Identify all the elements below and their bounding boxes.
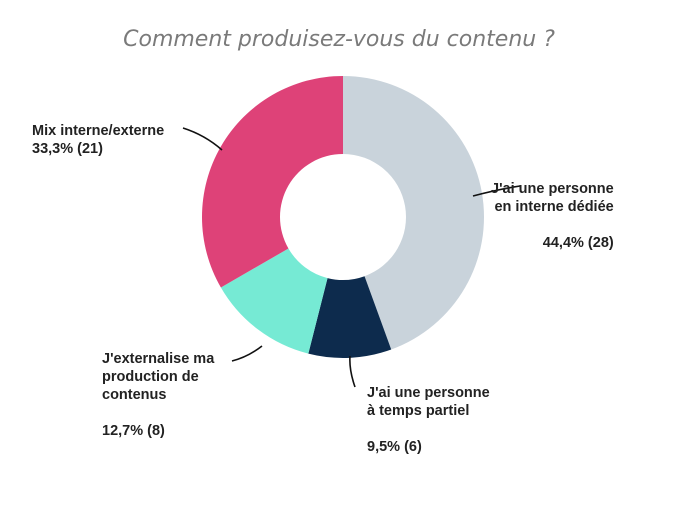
slice-label-line: Mix interne/externe bbox=[32, 123, 165, 139]
slice-label-line: à temps partiel bbox=[367, 403, 470, 419]
slice-temps-partiel bbox=[308, 276, 392, 358]
slice-mix bbox=[201, 75, 343, 288]
leader-line-temps-partiel bbox=[349, 355, 356, 388]
chart-title: Comment produisez-vous du contenu ? bbox=[123, 27, 555, 52]
leader-line-interne-dediee bbox=[472, 185, 521, 197]
leader-line-externalise bbox=[231, 345, 263, 362]
slice-label-line: J'externalise ma bbox=[102, 351, 215, 367]
slice-label-interne-dediee: J'ai une personne en interne dédiée 44,4… bbox=[491, 180, 614, 252]
slice-interne-dediee bbox=[343, 76, 485, 350]
slice-label-line: J'ai une personne bbox=[367, 385, 490, 401]
slice-value-label: 44,4% (28) bbox=[542, 235, 614, 251]
leader-line-mix bbox=[182, 127, 223, 151]
slice-value-label: 33,3% (21) bbox=[32, 141, 103, 157]
slice-label-line: J'ai une personne bbox=[491, 181, 614, 197]
slice-value-label: 9,5% (6) bbox=[367, 439, 422, 455]
slice-label-line: production de bbox=[102, 369, 199, 385]
slice-value-label: 12,7% (8) bbox=[102, 423, 165, 439]
slice-externalise bbox=[220, 248, 328, 354]
slice-label-temps-partiel: J'ai une personne à temps partiel 9,5% (… bbox=[367, 384, 490, 456]
slice-label-mix: Mix interne/externe 33,3% (21) bbox=[32, 122, 164, 158]
slice-label-line: en interne dédiée bbox=[494, 199, 614, 215]
slice-label-externalise: J'externalise ma production de contenus … bbox=[102, 350, 214, 440]
slice-label-line: contenus bbox=[102, 387, 167, 403]
